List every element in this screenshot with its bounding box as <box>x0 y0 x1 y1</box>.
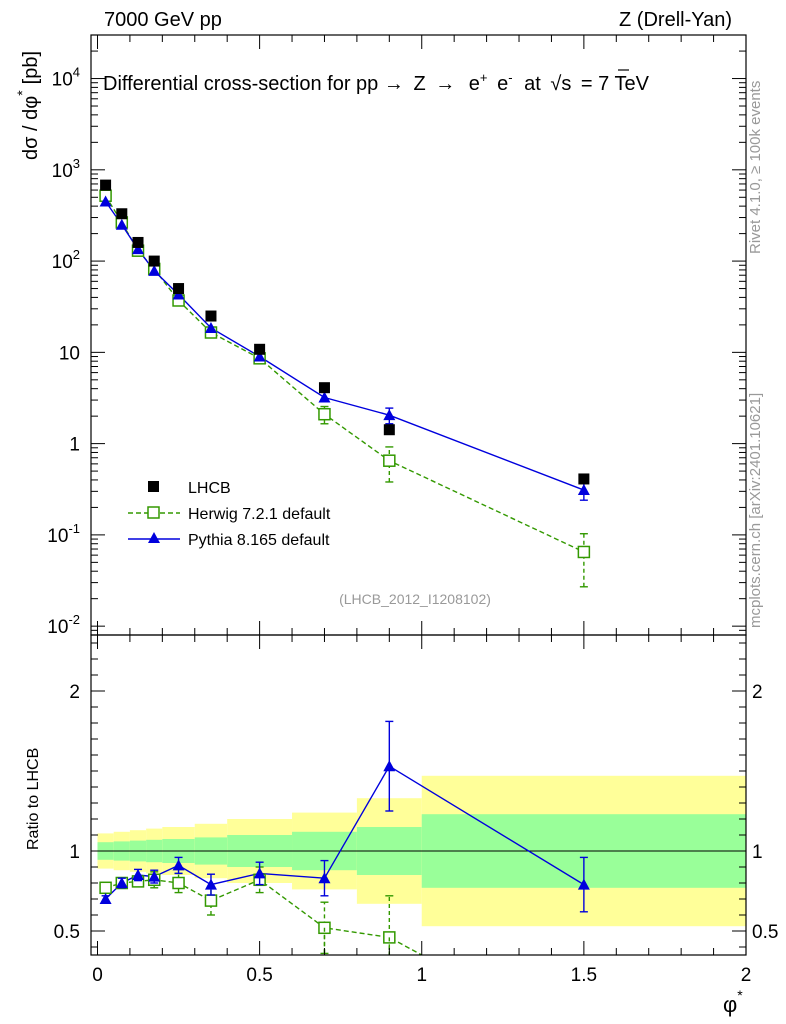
lhcb-point <box>383 424 395 436</box>
pythia-ratio-point <box>318 872 331 884</box>
legend-marker-pythia <box>148 532 160 543</box>
y-tick-label: 10-1 <box>47 521 80 547</box>
x-axis-label: φ* <box>723 987 743 1017</box>
lhcb-point <box>578 473 590 485</box>
pythia-point <box>148 264 161 276</box>
herwig-point <box>383 454 396 467</box>
main-plot-panel: 10-2 10-1 1 10 102 103 104 Differential cross-… <box>14 34 747 638</box>
y-tick-label: 104 <box>52 65 80 91</box>
main-y-axis-label: dσ / dφ*[pb] <box>14 51 42 160</box>
pythia-ratio-point <box>383 760 396 772</box>
x-tick-label: 2 <box>741 965 752 986</box>
lhcb-point <box>100 179 112 191</box>
ratio-plot-frame <box>90 634 747 956</box>
ratio-plot-axes: 0.5 0.5 1 1 2 2 0 0.5 1 1.5 2 <box>54 635 778 986</box>
ratio-y-tick-label-left: 1 <box>69 842 80 863</box>
lhcb-point <box>173 283 185 295</box>
lhcb-point <box>254 343 266 355</box>
legend-marker-herwig <box>147 506 160 519</box>
y-tick-label: 103 <box>52 156 80 182</box>
analysis-watermark: (LHCB_2012_I1208102) <box>339 591 491 607</box>
ratio-y-axis-label: Ratio to LHCB <box>25 748 42 850</box>
pythia-point <box>132 243 145 255</box>
pythia-ratio-point <box>204 878 217 890</box>
y-tick-label: 102 <box>52 247 80 273</box>
lhcb-point <box>116 208 128 220</box>
header-right: Z (Drell-Yan) <box>619 9 732 31</box>
rivet-label: Rivet 4.1.0, ≥ 100k events <box>747 81 764 254</box>
pythia-ratio-line <box>105 765 585 900</box>
herwig-ratio-line <box>105 878 423 955</box>
lhcb-point <box>205 310 217 322</box>
main-plot-axes: 10-2 10-1 1 10 102 103 104 <box>47 34 747 638</box>
pythia-ratio-point <box>132 869 145 880</box>
herwig-ratio-point <box>204 894 218 907</box>
pythia-point <box>383 409 396 421</box>
y-tick-label: 10 <box>59 343 80 364</box>
ratio-plot-panel: 0.5 0.5 1 1 2 2 0 0.5 1 1.5 2 Ratio to LHCB φ* <box>25 634 778 1017</box>
main-plot-title: Differential cross-section for pp → Z → … <box>103 65 650 95</box>
pythia-ratio-point <box>148 870 161 882</box>
herwig-line <box>104 195 585 553</box>
lhcb-point <box>148 255 160 267</box>
pythia-ratio-point <box>253 867 266 879</box>
herwig-ratio-point <box>172 876 185 890</box>
x-tick-label: 0.5 <box>246 965 272 986</box>
pythia-point <box>99 195 112 207</box>
ratio-y-tick-label-left: 2 <box>69 682 80 703</box>
pythia-ratio-point <box>115 877 128 888</box>
lhcb-point <box>132 236 144 248</box>
pythia-point <box>318 391 331 403</box>
pythia-line <box>105 201 585 491</box>
ratio-y-tick-label-right: 2 <box>752 682 763 703</box>
uncertainty-bands <box>91 775 746 927</box>
legend-label-lhcb: LHCB <box>188 480 231 497</box>
pythia-ratio-point <box>577 878 590 890</box>
pythia-point <box>577 484 590 496</box>
pythia-point <box>115 218 128 230</box>
lhcb-point <box>318 382 330 394</box>
x-tick-label: 1.5 <box>571 965 597 986</box>
header-left: 7000 GeV pp <box>104 9 222 31</box>
ratio-y-tick-label-right: 0.5 <box>752 922 778 943</box>
legend: LHCB Herwig 7.2.1 default Pythia 8.165 d… <box>128 480 331 549</box>
x-tick-label: 1 <box>416 965 427 986</box>
pythia-point <box>204 321 217 333</box>
legend-label-herwig: Herwig 7.2.1 default <box>188 506 331 523</box>
ratio-y-tick-label-right: 1 <box>752 842 763 863</box>
y-tick-label: 1 <box>69 435 80 456</box>
pythia-point <box>253 350 266 362</box>
legend-marker-lhcb <box>148 481 159 492</box>
herwig-point <box>318 407 331 421</box>
y-tick-label: 10-2 <box>47 612 80 638</box>
herwig-point <box>577 545 591 559</box>
legend-label-pythia: Pythia 8.165 default <box>188 532 330 549</box>
pythia-ratio-point <box>172 859 185 871</box>
x-tick-label: 0 <box>92 965 103 986</box>
herwig-ratio-point <box>99 881 112 895</box>
ratio-y-tick-label-left: 0.5 <box>54 922 80 943</box>
pythia-ratio-point <box>99 893 112 904</box>
mcplots-label: mcplots.cern.ch [arXiv:2401.10621] <box>747 393 764 628</box>
